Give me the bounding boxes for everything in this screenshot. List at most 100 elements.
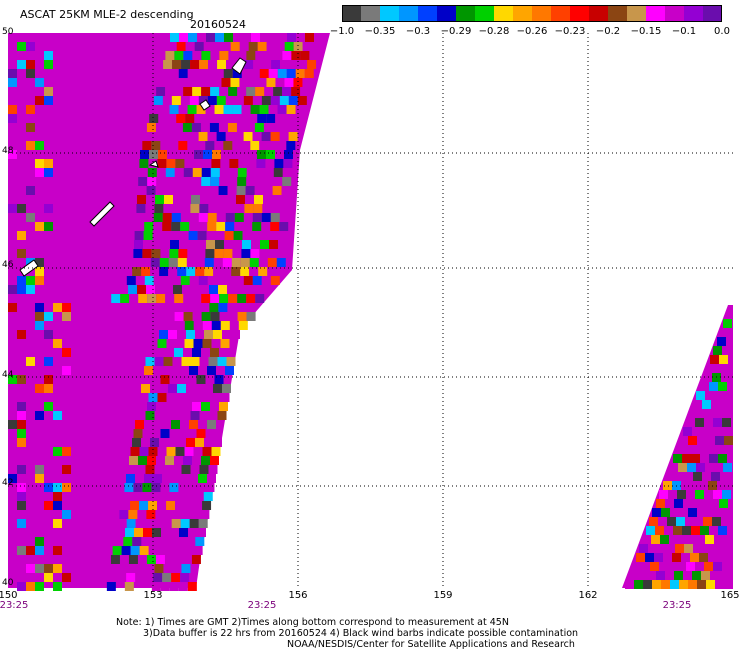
wind-cell [704,418,713,427]
wind-cell [284,150,293,159]
wind-cell [227,195,236,204]
wind-cell [278,231,288,240]
wind-cell [212,114,222,123]
color-scale-swatch [665,5,685,22]
wind-cell [44,96,53,105]
wind-cell [246,87,256,96]
wind-cell [232,69,242,78]
wind-cell [255,177,265,186]
wind-cell [26,357,35,366]
wind-cell [668,490,677,499]
wind-cell [181,564,191,573]
wind-cell [281,195,290,204]
wind-cell [194,42,204,51]
wind-cell [208,411,218,420]
wind-cell [693,472,702,481]
wind-cell [281,186,291,195]
wind-cell [257,114,267,123]
wind-cell [117,573,127,582]
wind-cell [198,96,208,105]
wind-cell [8,474,17,483]
wind-cell [183,168,193,177]
wind-cell [710,499,719,508]
wind-cell [704,490,713,499]
color-scale-label: −0.29 [440,26,472,37]
wind-cell [202,339,212,348]
wind-cell [44,312,53,321]
lon-tick-153: 153 [143,590,163,601]
wind-cell [225,213,235,222]
wind-cell [26,384,35,393]
color-scale-swatch [551,5,571,22]
wind-cell [296,33,305,42]
wind-cell [165,402,174,411]
wind-cell [154,465,164,474]
wind-cell [208,204,218,213]
wind-cell [148,339,158,348]
wind-cell [187,249,197,258]
wind-cell [209,186,219,195]
wind-cell [44,159,53,168]
wind-cell [174,294,184,303]
wind-cell [153,474,162,483]
wind-cell [169,69,179,78]
wind-cell [192,51,202,60]
wind-cell [261,132,271,141]
wind-cell [155,285,164,294]
wind-cell [141,267,151,276]
wind-cell [226,204,236,213]
wind-cell [255,51,265,60]
wind-cell [225,222,235,231]
wind-cell [705,463,714,472]
wind-cell [168,267,178,276]
wind-cell [17,168,26,177]
wind-cell [62,375,71,384]
wind-cell [202,321,212,330]
wind-cell [153,420,162,429]
wind-cell [194,492,204,501]
wind-cell [255,294,265,303]
wind-cell [239,114,249,123]
wind-cell [719,355,728,364]
wind-cell [703,517,712,526]
wind-cell [249,267,259,276]
wind-cell [660,535,669,544]
wind-cell [194,78,204,87]
wind-cell [157,393,167,402]
wind-cell [694,445,703,454]
wind-cell [248,150,257,159]
wind-cell [171,573,181,582]
wind-cell [244,60,254,69]
wind-cell [108,573,118,582]
wind-cell [171,420,180,429]
wind-cell [207,213,217,222]
wind-cell [261,96,271,105]
wind-cell [44,411,53,420]
wind-cell [178,69,188,78]
wind-cell [692,571,701,580]
wind-cell [134,528,143,537]
wind-cell [217,357,227,366]
color-scale-swatch [494,5,514,22]
wind-cell [136,204,146,213]
wind-cell [302,42,312,51]
color-scale-label: −1.0 [329,26,355,37]
wind-cell [246,294,256,303]
wind-cell [300,87,310,96]
color-scale-swatch [361,5,381,22]
wind-cell [159,384,168,393]
wind-cell [26,231,35,240]
color-scale-label: −0.28 [478,26,510,37]
wind-cell [154,564,164,573]
wind-cell [219,348,228,357]
wind-cell [198,519,208,528]
color-scale-label: −0.35 [364,26,396,37]
wind-cell [176,492,186,501]
lon-tick-156: 156 [288,590,308,601]
wind-cell [110,555,120,564]
wind-cell [140,150,149,159]
wind-cell [227,285,236,294]
wind-cell [44,357,53,366]
wind-cell [201,456,210,465]
wind-cell [189,132,199,141]
